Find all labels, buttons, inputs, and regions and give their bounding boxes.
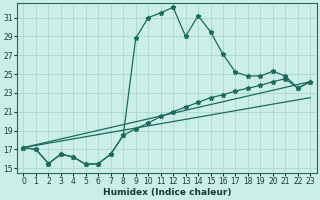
X-axis label: Humidex (Indice chaleur): Humidex (Indice chaleur) (103, 188, 231, 197)
